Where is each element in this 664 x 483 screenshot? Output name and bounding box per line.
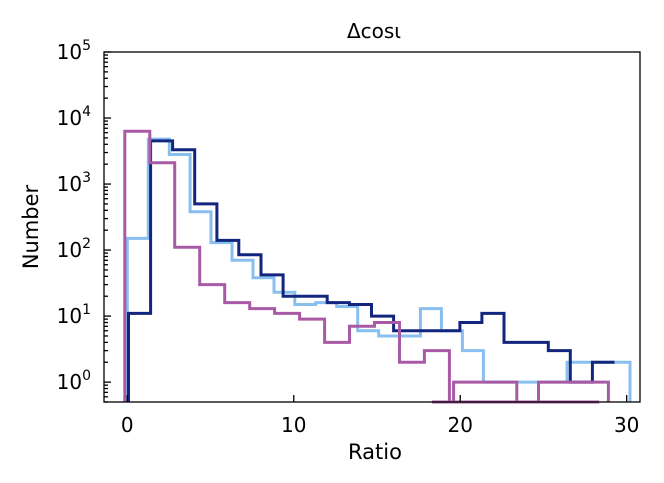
- x-tick-label: 30: [614, 413, 639, 437]
- series-layer: [123, 129, 632, 404]
- chart-title: Δcosι: [347, 19, 401, 43]
- ticks-layer: 0 10 20 30 100 101 102 103 104 105: [57, 38, 640, 437]
- histogram-series-4: [431, 380, 610, 404]
- x-tick-label: 20: [447, 413, 472, 437]
- y-axis-label: Number: [19, 184, 43, 269]
- y-tick-label: 103: [57, 170, 91, 196]
- histogram-series-1: [125, 137, 632, 402]
- histogram-series-2: [127, 139, 615, 402]
- x-tick-label: 10: [281, 413, 306, 437]
- x-axis-label: Ratio: [348, 440, 402, 464]
- y-tick-label: 100: [57, 368, 91, 394]
- y-tick-label: 105: [57, 38, 91, 64]
- x-tick-label: 0: [121, 413, 134, 437]
- plot-frame: [103, 51, 641, 403]
- y-tick-label: 101: [57, 302, 91, 328]
- y-tick-label: 102: [57, 236, 91, 262]
- y-tick-label: 104: [57, 104, 91, 130]
